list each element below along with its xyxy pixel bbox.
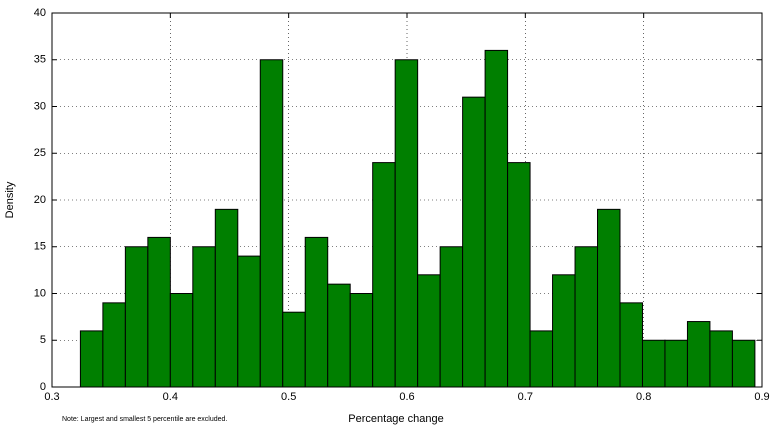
y-tick-label: 25 [34,147,46,159]
bar [417,274,441,388]
bar [237,255,261,388]
bar [304,236,329,388]
x-axis-label: Percentage change [348,413,443,425]
note: Note: Largest and smallest 5 percentile … [62,416,227,423]
y-tick-label: 20 [34,194,46,206]
bar [282,311,306,388]
bar [79,330,104,388]
bar [507,162,531,388]
x-tick-label: 0.5 [281,391,296,403]
bar [597,208,621,388]
y-tick-label: 30 [34,100,46,112]
x-tick-label: 0.4 [163,391,178,403]
bar [664,339,688,388]
bar [641,339,666,388]
bar [574,246,599,388]
bar [619,302,643,388]
x-tick-label: 0.6 [399,391,414,403]
bar [552,274,576,388]
x-tick-label: 0.8 [636,391,651,403]
bar [529,330,554,388]
bar [484,49,509,388]
bar [102,302,126,388]
bar [349,293,374,388]
bar [439,246,464,388]
bar [394,59,419,388]
y-axis-label: Density [4,181,16,218]
x-tick-label: 0.7 [518,391,533,403]
bar [192,246,216,388]
y-tick-label: 5 [40,334,46,346]
bar [686,321,711,388]
y-tick-label: 10 [34,287,46,299]
bar [462,96,486,388]
bar [124,246,149,388]
bar [372,162,396,388]
bar [731,339,756,388]
bar [147,236,171,388]
y-tick-label: 35 [34,54,46,66]
bar [709,330,733,388]
y-tick-label: 40 [34,7,46,19]
bar [259,59,284,388]
plot-frame [51,12,763,388]
x-tick-label: 0.3 [44,391,59,403]
x-tick-label: 0.9 [754,391,769,403]
bar [169,293,194,388]
bar [327,283,351,388]
y-tick-label: 15 [34,241,46,253]
y-tick-label: 0 [40,381,46,393]
bar [214,208,239,388]
